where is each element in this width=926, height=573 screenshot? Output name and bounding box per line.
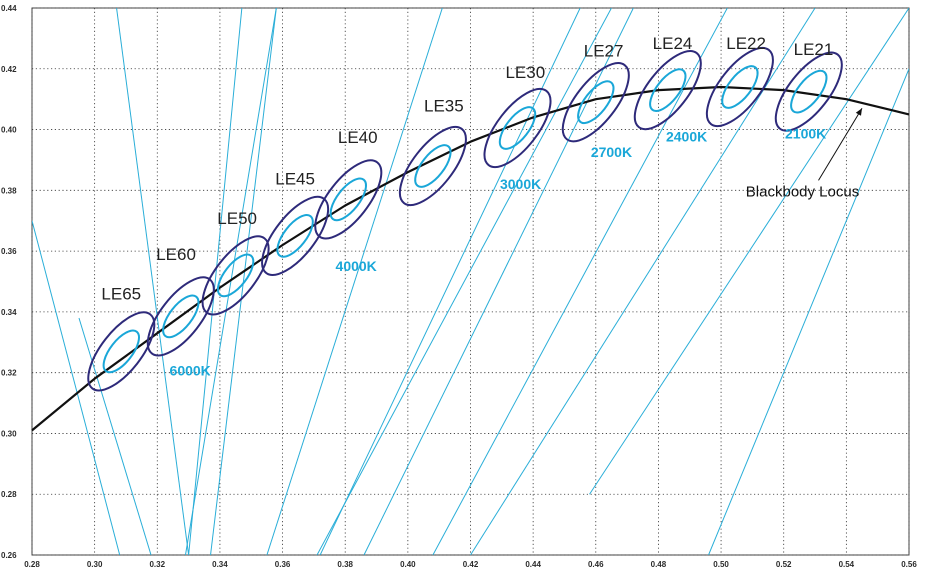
- iso-cct-line-6000k: [78, 317, 152, 555]
- ellipse-label-le27: LE27: [584, 42, 624, 61]
- blackbody-locus-annotation: Blackbody Locus: [746, 183, 859, 200]
- y-tick-label: 0.28: [1, 490, 17, 499]
- inner-ellipse: [498, 106, 537, 150]
- cct-label-4000k: 4000K: [336, 258, 377, 274]
- ellipse-label-le21: LE21: [794, 40, 834, 59]
- ellipse-le27: [561, 62, 630, 143]
- ellipse-le30: [483, 87, 552, 169]
- inner-ellipse: [102, 329, 140, 374]
- y-tick-label: 0.36: [1, 247, 17, 256]
- ellipse-label-le24: LE24: [653, 34, 693, 53]
- inner-ellipse: [329, 177, 367, 222]
- x-tick-label: 0.54: [839, 560, 855, 569]
- y-tick-label: 0.42: [1, 65, 17, 74]
- annotation-arrow-line: [818, 108, 863, 181]
- outer-ellipse: [561, 62, 630, 143]
- inner-ellipse: [276, 214, 314, 258]
- x-tick-label: 0.46: [588, 560, 604, 569]
- outer-ellipse: [314, 159, 383, 240]
- y-tick-label: 0.26: [1, 551, 17, 560]
- ellipse-le40: [314, 159, 383, 240]
- ellipse-le35: [398, 125, 467, 207]
- x-tick-label: 0.42: [463, 560, 479, 569]
- label-layer: LE65 LE60 LE50 LE45 LE40 LE35 LE30 LE27 LE24 LE22…: [101, 34, 863, 379]
- y-tick-label: 0.40: [1, 126, 17, 135]
- x-tick-label: 0.32: [149, 560, 165, 569]
- x-tick-label: 0.44: [525, 560, 541, 569]
- x-tick-label: 0.40: [400, 560, 416, 569]
- cct-label-3000k: 3000K: [500, 176, 541, 192]
- inner-ellipse: [649, 68, 687, 112]
- y-tick-label: 0.32: [1, 369, 17, 378]
- ellipse-layer: [87, 46, 843, 392]
- ellipse-le21: [774, 51, 843, 132]
- iso-cct-line: [188, 8, 243, 555]
- ellipse-label-le35: LE35: [424, 96, 464, 115]
- ellipse-label-le50: LE50: [217, 209, 257, 228]
- ellipse-le50: [201, 235, 270, 316]
- iso-cct-line: [266, 8, 443, 555]
- y-tick-label: 0.44: [1, 4, 17, 13]
- x-tick-label: 0.30: [87, 560, 103, 569]
- iso-cct-line: [470, 8, 816, 555]
- x-tick-label: 0.56: [901, 560, 917, 569]
- x-tick-label: 0.36: [275, 560, 291, 569]
- tick-layer: 0.28 0.30 0.32 0.34 0.36 0.38 0.40 0.42 0.44 0.46…: [1, 4, 917, 569]
- inner-ellipse: [414, 144, 452, 188]
- cct-label-2700k: 2700K: [591, 144, 632, 160]
- y-tick-label: 0.34: [1, 308, 17, 317]
- ellipse-le65: [87, 311, 156, 392]
- y-tick-label: 0.38: [1, 186, 17, 195]
- x-tick-label: 0.34: [212, 560, 228, 569]
- iso-cct-line-2100k: [708, 68, 909, 555]
- plot-background: [31, 7, 910, 556]
- ellipse-label-le40: LE40: [338, 128, 378, 147]
- outer-ellipse: [201, 235, 270, 316]
- iso-cct-line: [363, 8, 634, 555]
- ellipse-le24: [633, 50, 702, 131]
- outer-ellipse: [483, 87, 552, 169]
- iso-cct-line: [32, 220, 121, 555]
- y-tick-label: 0.30: [1, 429, 17, 438]
- annotation-arrow-head: [855, 108, 863, 116]
- x-tick-label: 0.28: [24, 560, 40, 569]
- inner-ellipse: [216, 253, 255, 298]
- inner-ellipse: [162, 294, 200, 339]
- outer-ellipse: [87, 311, 156, 392]
- iso-cct-line-3000k: [316, 8, 612, 555]
- cct-label-2100k: 2100K: [785, 126, 826, 142]
- ellipse-label-le60: LE60: [156, 245, 196, 264]
- iso-cct-lines: [32, 8, 909, 555]
- cct-label-6000k: 6000K: [170, 363, 211, 379]
- iso-cct-line: [210, 8, 277, 555]
- x-tick-label: 0.52: [776, 560, 792, 569]
- iso-cct-line: [116, 8, 190, 555]
- iso-cct-line-4000k: [184, 8, 277, 555]
- x-tick-label: 0.38: [337, 560, 353, 569]
- x-tick-label: 0.48: [651, 560, 667, 569]
- outer-ellipse: [705, 46, 774, 128]
- iso-cct-line-2700k: [432, 8, 728, 555]
- ellipse-le22: [705, 46, 774, 128]
- outer-ellipse: [398, 125, 467, 207]
- ellipse-label-le22: LE22: [726, 34, 766, 53]
- inner-ellipse: [577, 80, 615, 125]
- inner-ellipse: [790, 69, 828, 114]
- outer-ellipse: [774, 51, 843, 132]
- ellipse-label-le30: LE30: [505, 63, 545, 82]
- outer-ellipse: [633, 50, 702, 131]
- ellipse-label-le65: LE65: [101, 285, 141, 304]
- ellipse-label-le45: LE45: [275, 169, 315, 188]
- inner-ellipse: [721, 65, 759, 109]
- x-tick-label: 0.50: [713, 560, 729, 569]
- iso-cct-line-2400k: [589, 8, 909, 495]
- iso-cct-line: [319, 8, 581, 555]
- cct-label-2400k: 2400K: [666, 129, 707, 145]
